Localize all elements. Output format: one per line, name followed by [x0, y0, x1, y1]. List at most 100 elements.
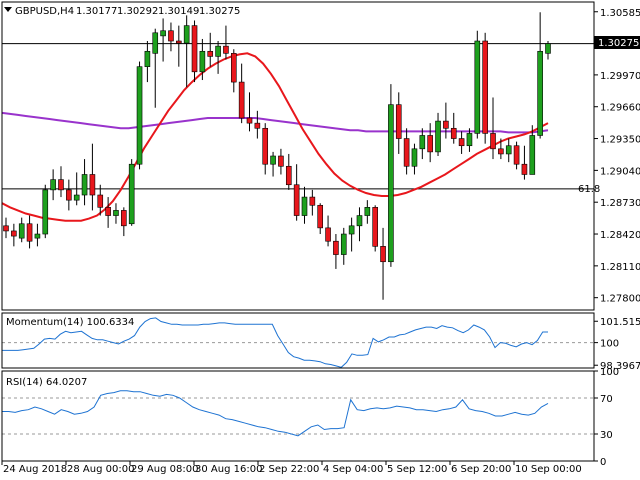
candle: [419, 128, 426, 160]
candle-body-down: [254, 122, 261, 129]
price-grid: [2, 43, 594, 190]
candle: [26, 215, 33, 249]
candle: [50, 169, 56, 201]
candle: [427, 123, 433, 163]
candle: [285, 153, 292, 190]
candle: [199, 38, 206, 81]
candle-body-up: [18, 223, 25, 239]
rsi-panel: RSI(14) 64.0207 100 70 30 0: [2, 367, 619, 468]
candle: [458, 131, 465, 154]
symbol-label: GBPUSD,H4: [15, 6, 74, 17]
candle-body-up: [340, 233, 347, 255]
momentum-panel: Momentum(14) 100.6334 101.5152 100 98.3967: [2, 317, 640, 372]
time-tick-label: 6 Sep 20:00: [451, 464, 511, 475]
candle-body-down: [207, 50, 214, 57]
candle: [388, 84, 394, 267]
candle: [340, 227, 347, 265]
candle: [183, 15, 190, 88]
candle: [317, 203, 324, 235]
panel-border: [1, 312, 595, 369]
candle-body-down: [191, 25, 198, 73]
ohlc-open: 1.30177: [76, 6, 117, 17]
current-price-label: 1.30275: [598, 38, 639, 49]
candle: [207, 32, 214, 67]
candle-body-down: [168, 30, 174, 42]
candle-body-up: [144, 50, 151, 67]
candle-body-up: [348, 225, 355, 235]
rsi-levels: [2, 397, 594, 435]
candle: [278, 148, 284, 175]
time-tick-label: 30 Aug 16:00: [195, 464, 262, 475]
candle: [395, 92, 402, 154]
price-tick-label: 1.29040: [600, 166, 640, 177]
candle: [333, 234, 339, 269]
chart-title: GBPUSD,H4 1.30177 1.30292 1.30149 1.3027…: [4, 6, 240, 17]
candle-body-up: [34, 233, 41, 239]
candle-body-up: [537, 50, 543, 136]
candle-body-up: [364, 207, 371, 216]
candle: [3, 217, 9, 239]
price-tick-label: 1.27800: [600, 294, 640, 305]
candle: [18, 217, 25, 243]
candle: [403, 128, 410, 175]
candle-body-up: [545, 43, 551, 54]
time-tick-label: 24 Aug 2018: [3, 464, 67, 475]
candle: [238, 63, 245, 124]
main-panel: 1.30585 1.29970 1.29660 1.29350 1.29040 1.287…: [1, 6, 640, 305]
candle-body-up: [136, 66, 143, 165]
candle-body-down: [278, 155, 284, 167]
candle-body-up: [152, 32, 159, 54]
candle: [191, 20, 198, 83]
price-tick-label: 1.29970: [600, 71, 640, 82]
candle: [128, 159, 135, 226]
candle: [230, 49, 237, 93]
candles: [3, 12, 551, 300]
triangle-down-icon: [4, 7, 12, 12]
candle-body-down: [427, 135, 433, 153]
panel-border: [1, 370, 595, 462]
candle-body-down: [458, 138, 465, 147]
candle-body-up: [435, 120, 441, 153]
price-tick-label: 1.28110: [600, 262, 640, 273]
candle: [372, 205, 378, 252]
price-tick-label: 1.29350: [600, 135, 640, 146]
candle: [223, 25, 229, 60]
time-tick-label: 29 Aug 08:00: [131, 464, 198, 475]
candle-body-down: [521, 163, 528, 175]
rsi-title: RSI(14) 64.0207: [6, 377, 87, 388]
candle: [105, 197, 111, 228]
price-tick-label: 1.28420: [600, 230, 640, 241]
candle-body-down: [325, 227, 331, 242]
candle: [537, 12, 543, 139]
candle: [356, 207, 363, 242]
candle: [136, 61, 143, 170]
panel-border: [1, 1, 595, 311]
candle: [89, 143, 96, 211]
candle-body-down: [89, 174, 96, 196]
candle-body-down: [58, 179, 64, 191]
fib-label: 61.8: [578, 184, 600, 195]
candle-body-down: [443, 120, 449, 129]
candle-body-up: [474, 40, 481, 134]
candle: [152, 28, 159, 108]
candle-body-down: [403, 138, 410, 167]
time-tick-label: 10 Sep 00:00: [515, 464, 582, 475]
candle: [113, 203, 119, 224]
candle-body-up: [183, 25, 190, 44]
candle-body-down: [293, 184, 300, 216]
candle-body-down: [262, 127, 269, 165]
candle-body-down: [26, 223, 33, 242]
price-tick-label: 1.29660: [600, 103, 640, 114]
indicator-tick-label: 70: [600, 394, 613, 405]
time-tick-label: 5 Sep 12:00: [387, 464, 447, 475]
candle-body-down: [513, 145, 520, 165]
candle-body-down: [105, 207, 111, 216]
candle-body-up: [215, 45, 221, 57]
candle: [270, 151, 276, 177]
candle: [254, 110, 261, 139]
candle-body-down: [450, 127, 457, 139]
price-ticks: 1.30585 1.29970 1.29660 1.29350 1.29040 1.287…: [594, 8, 640, 305]
candle-body-up: [160, 30, 166, 37]
candle-body-down: [238, 81, 245, 119]
candle-body-down: [482, 40, 488, 134]
